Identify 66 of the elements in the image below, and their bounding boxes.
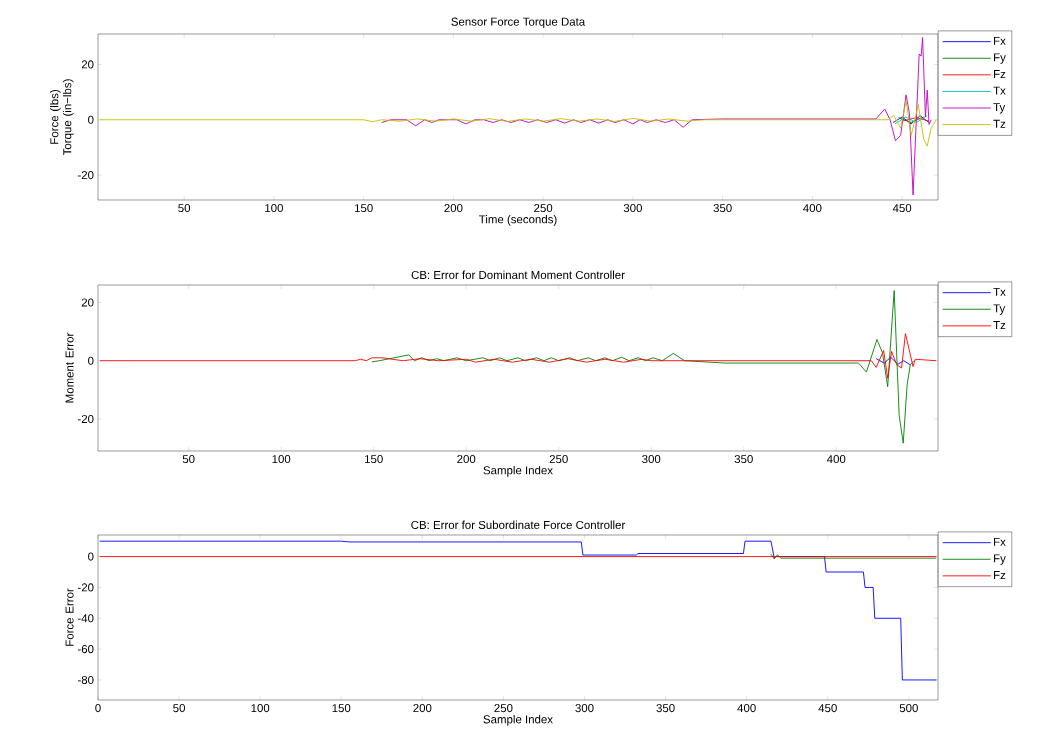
x-tick-label: 300: [642, 455, 661, 464]
x-tick-label: 450: [892, 204, 912, 213]
x-tick-label: 350: [713, 204, 732, 213]
legend-label: Fx: [994, 537, 1006, 546]
x-tick-label: 300: [575, 704, 594, 713]
line-series: [371, 290, 915, 444]
y-tick-label: 0: [88, 552, 94, 561]
line-series: [99, 540, 937, 681]
legend-label: Fy: [994, 554, 1006, 565]
y-axis-title: Force (lbs) Torque (in−lbs): [49, 79, 74, 156]
x-tick-label: 400: [803, 204, 822, 213]
x-axis-title: Sample Index: [483, 714, 553, 726]
chart-title: Sensor Force Torque Data: [451, 17, 586, 28]
x-tick-label: 50: [182, 455, 195, 464]
x-axis-title: Sample Index: [483, 465, 553, 477]
x-tick-label: 200: [457, 455, 476, 464]
y-tick-label: 0: [88, 356, 94, 365]
y-axis-title: Force Error: [65, 588, 74, 646]
y-tick-label: -20: [77, 414, 94, 424]
x-tick-label: 350: [734, 455, 753, 464]
line-series: [99, 100, 937, 147]
legend-label: Tz: [993, 119, 1006, 128]
line-series: [99, 333, 937, 379]
legend-label: Fy: [994, 53, 1006, 64]
y-tick-label: 0: [88, 115, 94, 124]
x-tick-label: 200: [413, 704, 432, 713]
x-tick-label: 150: [365, 455, 383, 464]
x-tick-label: 400: [737, 704, 756, 713]
x-tick-label: 450: [818, 704, 837, 713]
x-tick-label: 0: [95, 704, 101, 713]
legend-label: Fx: [994, 36, 1006, 45]
y-tick-label: -20: [77, 583, 94, 592]
chart-title: CB: Error for Subordinate Force Controller: [411, 520, 626, 529]
legend-label: Tz: [993, 321, 1006, 329]
line-series: [381, 37, 932, 196]
x-tick-label: 50: [178, 204, 191, 213]
x-tick-label: 250: [534, 204, 553, 213]
x-tick-label: 250: [549, 455, 568, 464]
legend-label: Tx: [993, 86, 1006, 95]
x-tick-label: 150: [332, 704, 351, 713]
legend-label: Ty: [993, 103, 1006, 114]
line-series: [875, 356, 911, 366]
x-tick-label: 100: [272, 455, 291, 464]
x-tick-label: 500: [899, 704, 918, 713]
x-tick-label: 50: [173, 704, 185, 713]
x-tick-label: 250: [494, 704, 513, 713]
chart-title: CB: Error for Dominant Moment Controller: [411, 270, 625, 279]
x-axis-title: Time (seconds): [479, 214, 557, 226]
y-tick-label: -80: [77, 675, 94, 685]
x-tick-label: 350: [656, 704, 675, 713]
y-tick-label: 20: [81, 298, 94, 307]
legend-label: Fz: [994, 571, 1006, 579]
x-tick-label: 300: [623, 204, 642, 213]
x-tick-label: 100: [265, 204, 284, 213]
y-tick-label: -20: [77, 171, 94, 180]
y-tick-label: -60: [77, 645, 94, 654]
legend-label: Ty: [993, 304, 1006, 315]
y-tick-label: -40: [77, 614, 94, 623]
x-tick-label: 400: [826, 455, 846, 464]
legend-label: Fz: [994, 70, 1006, 78]
y-axis-title: Moment Error: [65, 332, 74, 403]
legend-label: Tx: [993, 287, 1006, 296]
y-tick-label: 20: [81, 60, 94, 69]
x-tick-label: 200: [444, 204, 463, 213]
x-tick-label: 150: [354, 204, 373, 213]
x-tick-label: 100: [251, 704, 270, 713]
